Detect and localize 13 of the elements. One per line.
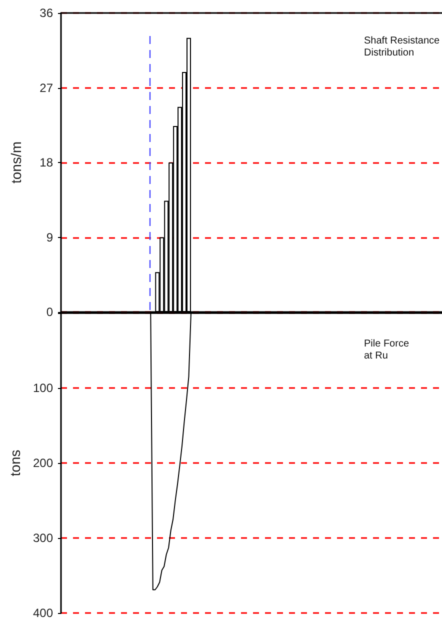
annotation: Shaft Resistance Distribution (364, 36, 442, 58)
y-tick-label: 400 (32, 606, 54, 620)
y-axis-title: tons (7, 450, 24, 476)
y-tick-label: 27 (40, 80, 54, 95)
y-tick-label: 100 (32, 381, 54, 395)
y-tick-label: 300 (32, 531, 54, 545)
y-tick-label: 9 (46, 230, 54, 244)
y-axis-title: tons/m (8, 141, 24, 184)
y-tick-label: 0 (46, 305, 54, 319)
y-tick-label: 36 (40, 6, 54, 20)
y-tick-label: 200 (32, 456, 54, 470)
y-tick-label: 18 (40, 156, 54, 170)
annotation: Pile Force at Ru (364, 338, 412, 362)
